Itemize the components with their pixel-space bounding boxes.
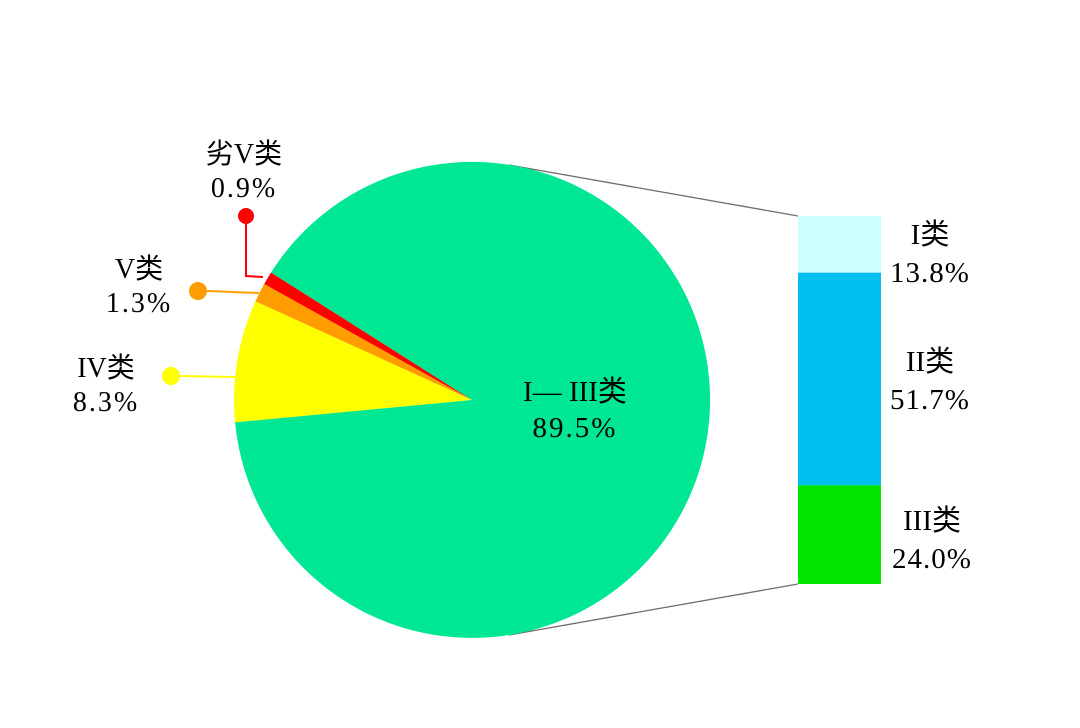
- callout-worse-v: 劣V类 0.9%: [206, 138, 282, 206]
- callout-iv: IV类 8.3%: [73, 352, 139, 420]
- bar-label-iii-value: 24.0%: [892, 543, 972, 575]
- pie-slice-i_iii: [235, 161, 711, 638]
- leader-line-worse-v: [245, 224, 264, 278]
- bar-label-ii-value: 51.7%: [890, 384, 970, 416]
- bar-label-ii-name: II类: [905, 346, 955, 378]
- pie-center-label-value: 89.5%: [532, 412, 618, 444]
- callout-v-value: 1.3%: [105, 288, 173, 319]
- connector-line-top: [508, 164, 799, 217]
- pie-center-label: I— III类 89.5%: [523, 374, 627, 446]
- bar-label-iii-name: III类: [903, 505, 961, 537]
- bar-label-iii: III类 24.0%: [892, 502, 972, 578]
- pie-slice-iv: [234, 301, 472, 423]
- marker-dot-worse-v: [238, 208, 254, 224]
- bar-label-ii: II类 51.7%: [890, 343, 970, 419]
- callout-worse-v-value: 0.9%: [210, 173, 278, 204]
- leader-line-iv: [179, 375, 236, 378]
- bar-label-i: I类 13.8%: [890, 216, 970, 292]
- callout-iv-label: IV类: [77, 353, 135, 384]
- bar-label-i-value: 13.8%: [890, 257, 970, 289]
- callout-v-label: V类: [114, 254, 164, 285]
- callout-v: V类 1.3%: [106, 253, 172, 321]
- connector-line-bottom: [508, 583, 799, 636]
- leader-line-v: [206, 290, 260, 294]
- bar-label-i-name: I类: [910, 219, 950, 251]
- bar-segment-i: [798, 216, 881, 273]
- pie-center-label-name: I— III类: [523, 376, 627, 408]
- pie-slice-worse_v: [264, 272, 472, 400]
- bar-segment-ii: [798, 272, 881, 486]
- pie-slice-v: [255, 284, 472, 400]
- marker-dot-v: [189, 282, 207, 300]
- bar-segment-iii: [798, 485, 881, 584]
- marker-dot-iv: [162, 367, 180, 385]
- callout-iv-value: 8.3%: [72, 387, 140, 418]
- callout-worse-v-label: 劣V类: [205, 139, 283, 170]
